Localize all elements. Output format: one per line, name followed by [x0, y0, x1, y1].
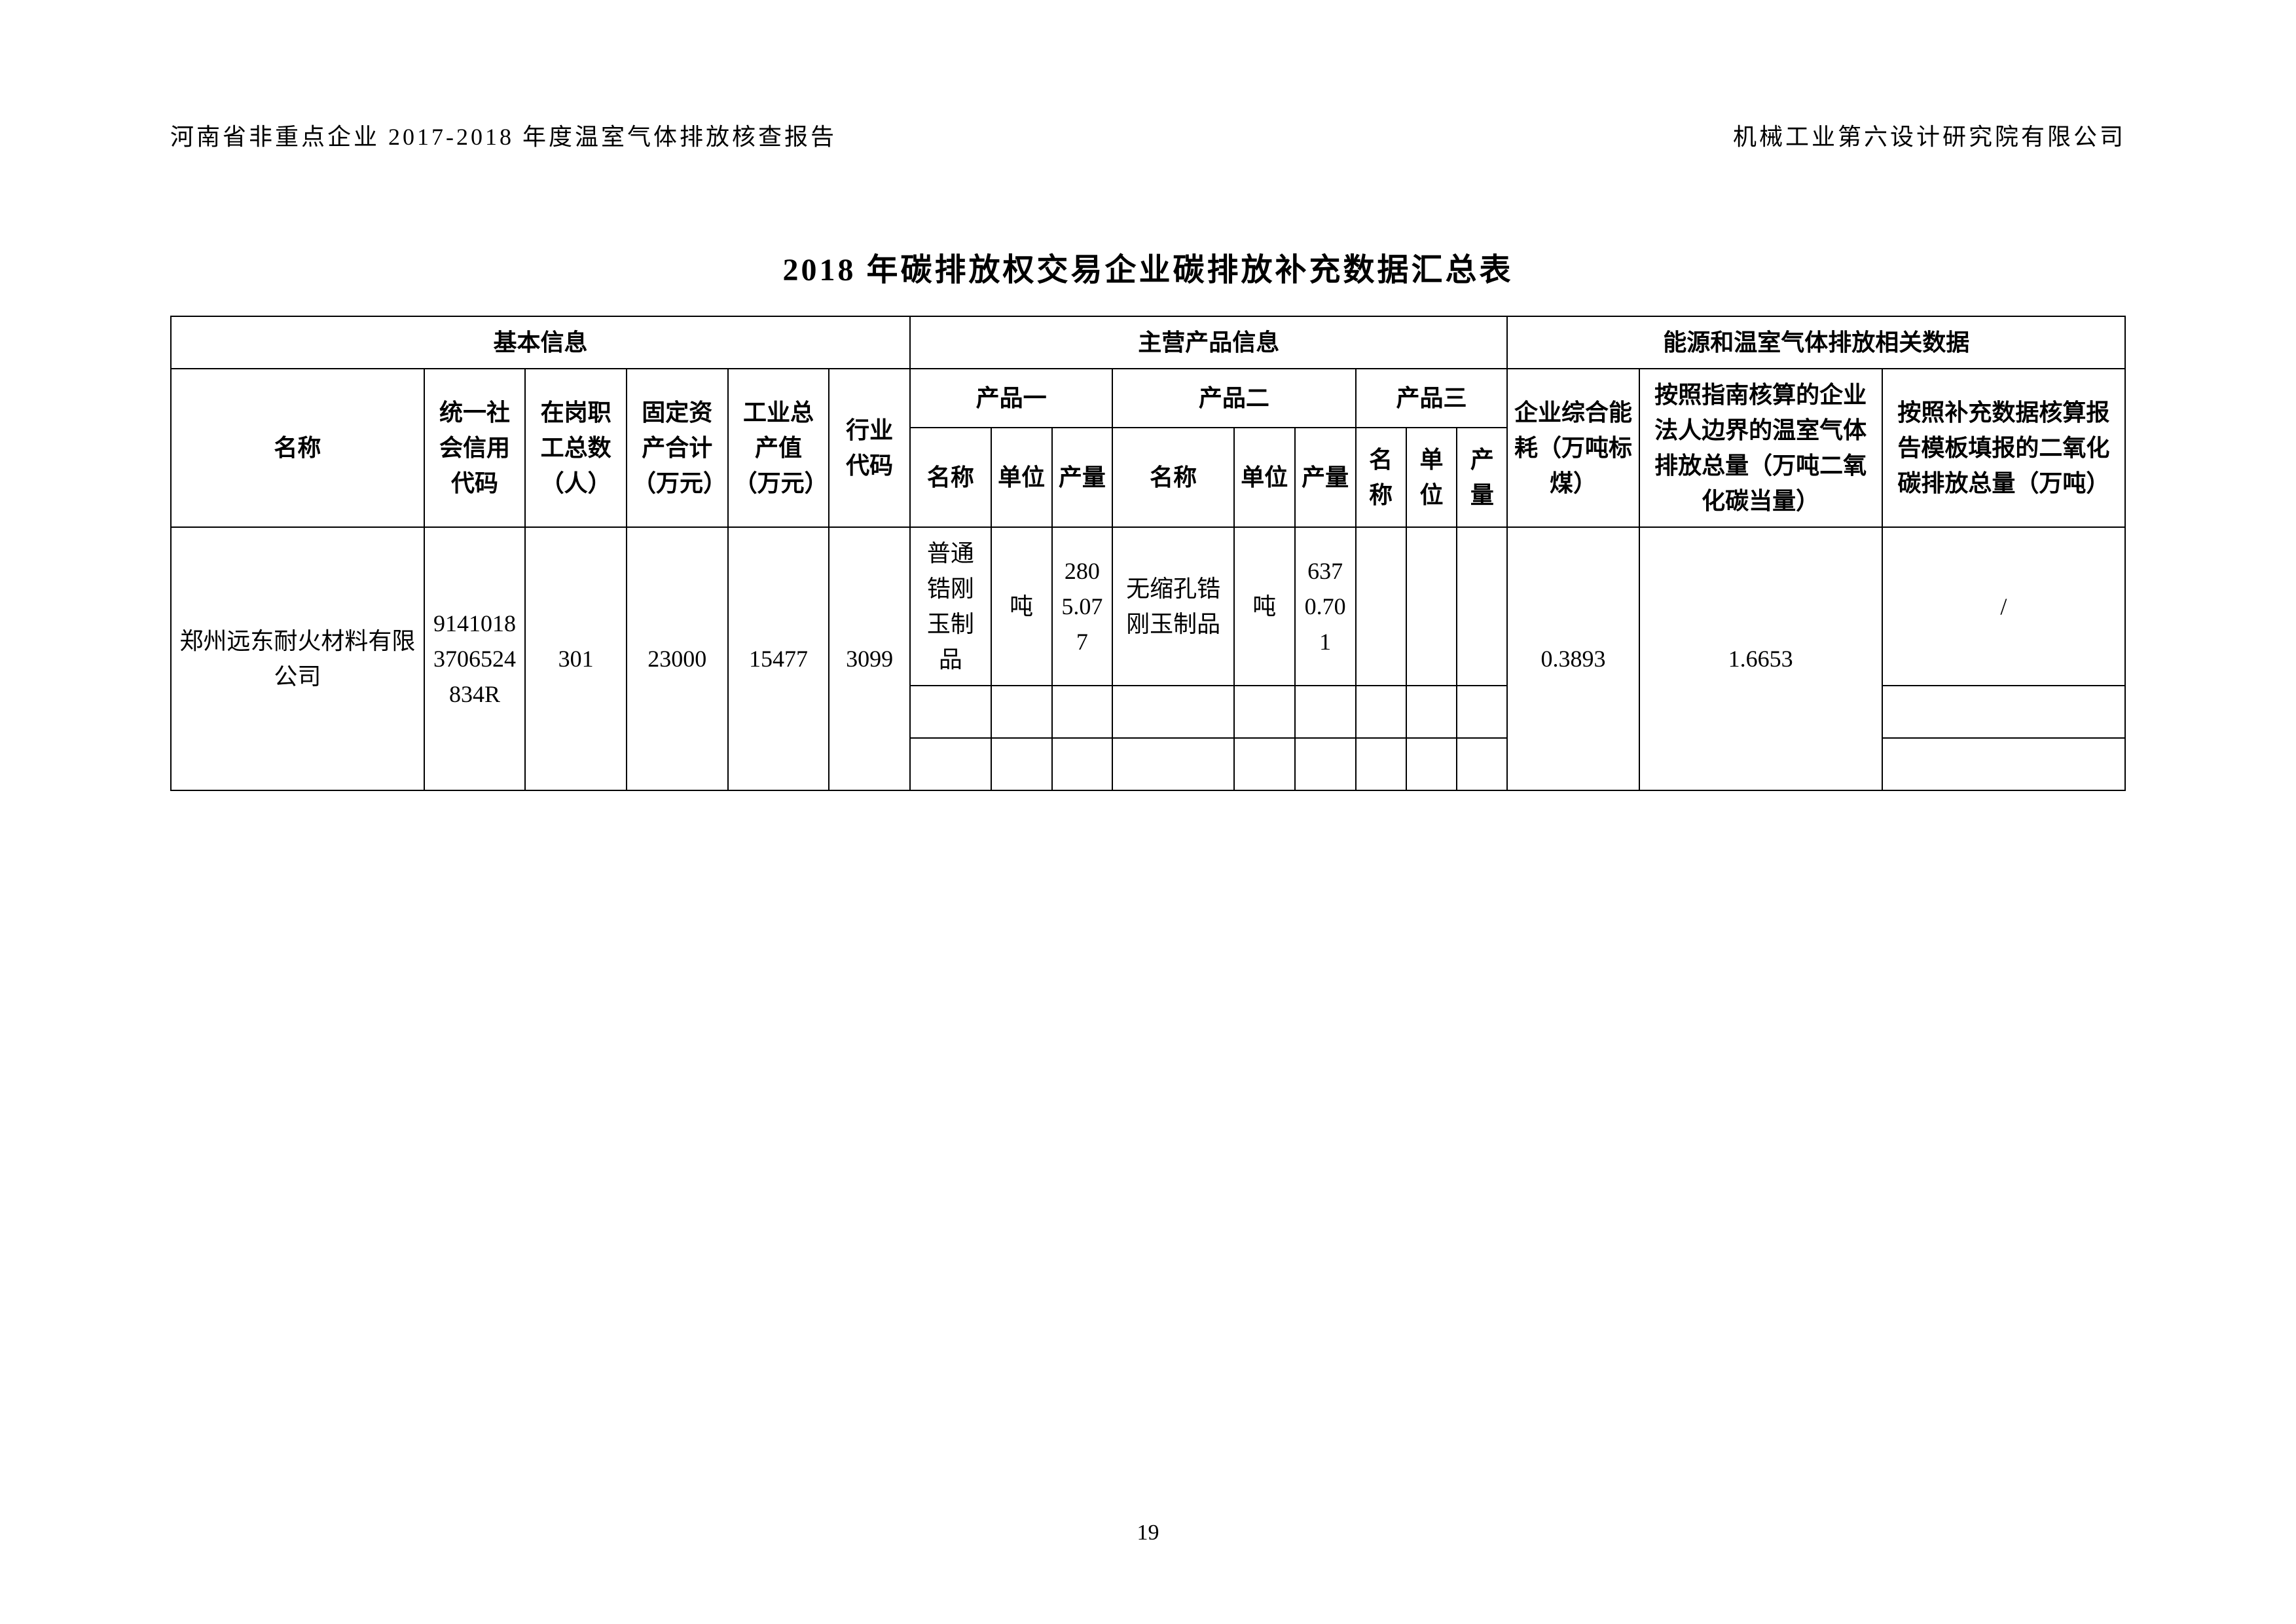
cell-empty	[1457, 686, 1507, 738]
cell-staff: 301	[525, 527, 627, 790]
cell-empty	[910, 686, 991, 738]
col-output: 工业总产值（万元）	[728, 369, 829, 527]
cell-empty	[1882, 738, 2125, 790]
cell-empty	[1295, 738, 1356, 790]
p1-unit-h: 单位	[991, 428, 1052, 527]
header-right: 机械工业第六设计研究院有限公司	[1733, 118, 2126, 152]
cell-p2-name: 无缩孔锆刚玉制品	[1112, 527, 1234, 686]
cell-uscc: 91410183706524834R	[424, 527, 526, 790]
cell-p1-unit: 吨	[991, 527, 1052, 686]
col-header-row-1: 名称 统一社会信用代码 在岗职工总数（人） 固定资产合计（万元） 工业总产值（万…	[171, 369, 2125, 428]
cell-p1-name: 普通锆刚玉制品	[910, 527, 991, 686]
header-left: 河南省非重点企业 2017-2018 年度温室气体排放核查报告	[170, 118, 837, 152]
cell-p2-qty: 6370.701	[1295, 527, 1356, 686]
cell-p3-qty	[1457, 527, 1507, 686]
cell-empty	[1457, 738, 1507, 790]
cell-empty	[1882, 686, 2125, 738]
page-number: 19	[0, 1521, 2296, 1545]
p2-qty-h: 产量	[1295, 428, 1356, 527]
p1-name-h: 名称	[910, 428, 991, 527]
cell-industry-code: 3099	[829, 527, 910, 790]
col-industry-code: 行业代码	[829, 369, 910, 527]
cell-empty	[991, 686, 1052, 738]
cell-p3-unit	[1406, 527, 1457, 686]
col-energy-total: 企业综合能耗（万吨标煤）	[1507, 369, 1639, 527]
p3-unit-h: 单位	[1406, 428, 1457, 527]
cell-assets: 23000	[627, 527, 728, 790]
cell-empty	[1052, 738, 1113, 790]
p2-name-h: 名称	[1112, 428, 1234, 527]
cell-empty	[1406, 686, 1457, 738]
main-table: 基本信息 主营产品信息 能源和温室气体排放相关数据 名称 统一社会信用代码 在岗…	[170, 316, 2126, 791]
group-basic: 基本信息	[171, 316, 910, 369]
col-ghg-supp: 按照补充数据核算报告模板填报的二氧化碳排放总量（万吨）	[1882, 369, 2125, 527]
cell-empty	[1356, 686, 1406, 738]
cell-empty	[1356, 738, 1406, 790]
col-p3: 产品三	[1356, 369, 1508, 428]
cell-empty	[910, 738, 991, 790]
cell-empty	[1406, 738, 1457, 790]
col-p2: 产品二	[1112, 369, 1355, 428]
p1-qty-h: 产量	[1052, 428, 1113, 527]
cell-p1-qty: 2805.077	[1052, 527, 1113, 686]
group-header-row: 基本信息 主营产品信息 能源和温室气体排放相关数据	[171, 316, 2125, 369]
group-energy: 能源和温室气体排放相关数据	[1507, 316, 2125, 369]
col-p1: 产品一	[910, 369, 1112, 428]
cell-empty	[1052, 686, 1113, 738]
cell-energy-total: 0.3893	[1507, 527, 1639, 790]
col-staff: 在岗职工总数（人）	[525, 369, 627, 527]
cell-empty	[1112, 686, 1234, 738]
col-uscc: 统一社会信用代码	[424, 369, 526, 527]
cell-p2-unit: 吨	[1234, 527, 1295, 686]
cell-empty	[1234, 686, 1295, 738]
header-row: 河南省非重点企业 2017-2018 年度温室气体排放核查报告 机械工业第六设计…	[170, 118, 2126, 152]
cell-output: 15477	[728, 527, 829, 790]
col-ghg-guide: 按照指南核算的企业法人边界的温室气体排放总量（万吨二氧化碳当量）	[1639, 369, 1882, 527]
cell-ghg-guide: 1.6653	[1639, 527, 1882, 790]
cell-empty	[1295, 686, 1356, 738]
p3-name-h: 名称	[1356, 428, 1406, 527]
p3-qty-h: 产量	[1457, 428, 1507, 527]
cell-empty	[1234, 738, 1295, 790]
cell-name: 郑州远东耐火材料有限公司	[171, 527, 424, 790]
cell-p3-name	[1356, 527, 1406, 686]
cell-ghg-supp: /	[1882, 527, 2125, 686]
table-row: 郑州远东耐火材料有限公司 91410183706524834R 301 2300…	[171, 527, 2125, 686]
col-name: 名称	[171, 369, 424, 527]
cell-empty	[1112, 738, 1234, 790]
page-title: 2018 年碳排放权交易企业碳排放补充数据汇总表	[170, 244, 2126, 289]
page: 河南省非重点企业 2017-2018 年度温室气体排放核查报告 机械工业第六设计…	[0, 0, 2296, 1624]
p2-unit-h: 单位	[1234, 428, 1295, 527]
col-assets: 固定资产合计（万元）	[627, 369, 728, 527]
cell-empty	[991, 738, 1052, 790]
group-product: 主营产品信息	[910, 316, 1507, 369]
